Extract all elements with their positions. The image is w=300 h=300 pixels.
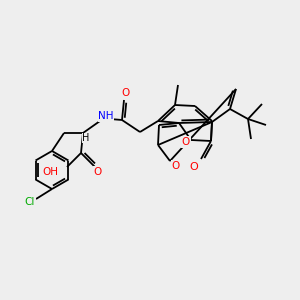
Text: O: O: [122, 88, 130, 98]
Text: H: H: [82, 133, 90, 143]
Text: Cl: Cl: [25, 197, 35, 207]
Text: NH: NH: [98, 111, 114, 121]
Text: OH: OH: [42, 167, 58, 177]
Text: O: O: [172, 161, 180, 171]
Text: O: O: [182, 137, 190, 147]
Text: O: O: [94, 167, 102, 177]
Text: O: O: [190, 162, 198, 172]
